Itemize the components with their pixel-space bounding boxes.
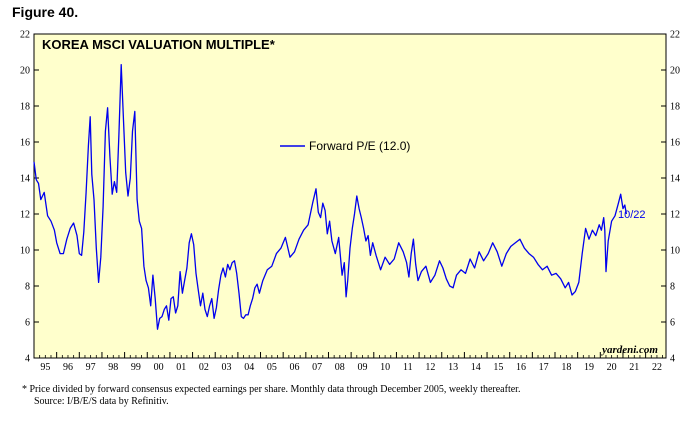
y-tick-label-left: 20 [20, 66, 30, 77]
y-tick-label-left: 8 [25, 282, 30, 293]
y-tick-label-left: 12 [20, 210, 30, 221]
date-annotation: 10/22 [618, 209, 646, 221]
y-tick-label-right: 4 [670, 354, 675, 365]
x-tick-label: 16 [516, 362, 526, 373]
y-tick-label-left: 6 [25, 318, 30, 329]
x-tick-label: 08 [335, 362, 345, 373]
x-tick-label: 10 [380, 362, 390, 373]
y-tick-label-left: 16 [20, 138, 30, 149]
legend-label: Forward P/E (12.0) [309, 139, 410, 153]
yardeni-watermark: yardeni.com [600, 344, 658, 356]
footnote-source: Source: I/B/E/S data by Refinitiv. [34, 396, 169, 407]
footnote-definition: * Price divided by forward consensus exp… [22, 384, 521, 395]
x-tick-label: 11 [403, 362, 413, 373]
x-tick-label: 99 [131, 362, 141, 373]
x-tick-label: 00 [154, 362, 164, 373]
x-tick-label: 03 [222, 362, 232, 373]
x-tick-label: 15 [493, 362, 503, 373]
x-tick-label: 12 [425, 362, 435, 373]
x-tick-label: 05 [267, 362, 277, 373]
y-tick-label-right: 12 [670, 210, 680, 221]
x-tick-label: 97 [86, 362, 96, 373]
legend[interactable]: Forward P/E (12.0) [280, 139, 410, 153]
x-tick-label: 17 [539, 362, 549, 373]
y-tick-label-left: 18 [20, 102, 30, 113]
x-tick-label: 14 [471, 362, 481, 373]
y-tick-label-right: 8 [670, 282, 675, 293]
axis-ticks: 4 4 6 6 8 8 10 10 12 12 14 14 16 16 18 18 20 20 22 22 95 96 97… [20, 30, 680, 374]
x-tick-label: 96 [63, 362, 73, 373]
x-tick-label: 21 [629, 362, 639, 373]
chart: 4 4 6 6 8 8 10 10 12 12 14 14 16 16 18 18 20 20 22 22 95 96 97… [20, 30, 680, 374]
x-tick-label: 19 [584, 362, 594, 373]
y-tick-label-right: 18 [670, 102, 680, 113]
y-tick-label-right: 14 [670, 174, 680, 185]
plot-background [33, 33, 667, 359]
series-line-forward-pe [33, 63, 628, 330]
y-tick-label-right: 6 [670, 318, 675, 329]
y-tick-label-right: 10 [670, 246, 680, 257]
chart-title: KOREA MSCI VALUATION MULTIPLE* [42, 37, 276, 52]
series-group [33, 63, 628, 330]
y-tick-label-right: 16 [670, 138, 680, 149]
x-tick-label: 01 [176, 362, 186, 373]
x-tick-label: 13 [448, 362, 458, 373]
x-tick-label: 09 [357, 362, 367, 373]
x-tick-label: 06 [290, 362, 300, 373]
y-tick-label-left: 10 [20, 246, 30, 257]
y-tick-label-left: 22 [20, 30, 30, 41]
figure-label: Figure 40. [12, 4, 79, 20]
footnote: * Price divided by forward consensus exp… [22, 384, 520, 408]
y-tick-label-right: 22 [670, 30, 680, 41]
x-tick-label: 95 [40, 362, 50, 373]
y-tick-label-right: 20 [670, 66, 680, 77]
x-tick-label: 04 [244, 362, 254, 373]
x-tick-label: 22 [652, 362, 662, 373]
y-tick-label-left: 4 [25, 354, 30, 365]
x-tick-label: 20 [607, 362, 617, 373]
x-tick-label: 07 [312, 362, 322, 373]
y-tick-label-left: 14 [20, 174, 30, 185]
x-tick-label: 98 [108, 362, 118, 373]
x-tick-label: 18 [561, 362, 571, 373]
x-tick-label: 02 [199, 362, 209, 373]
